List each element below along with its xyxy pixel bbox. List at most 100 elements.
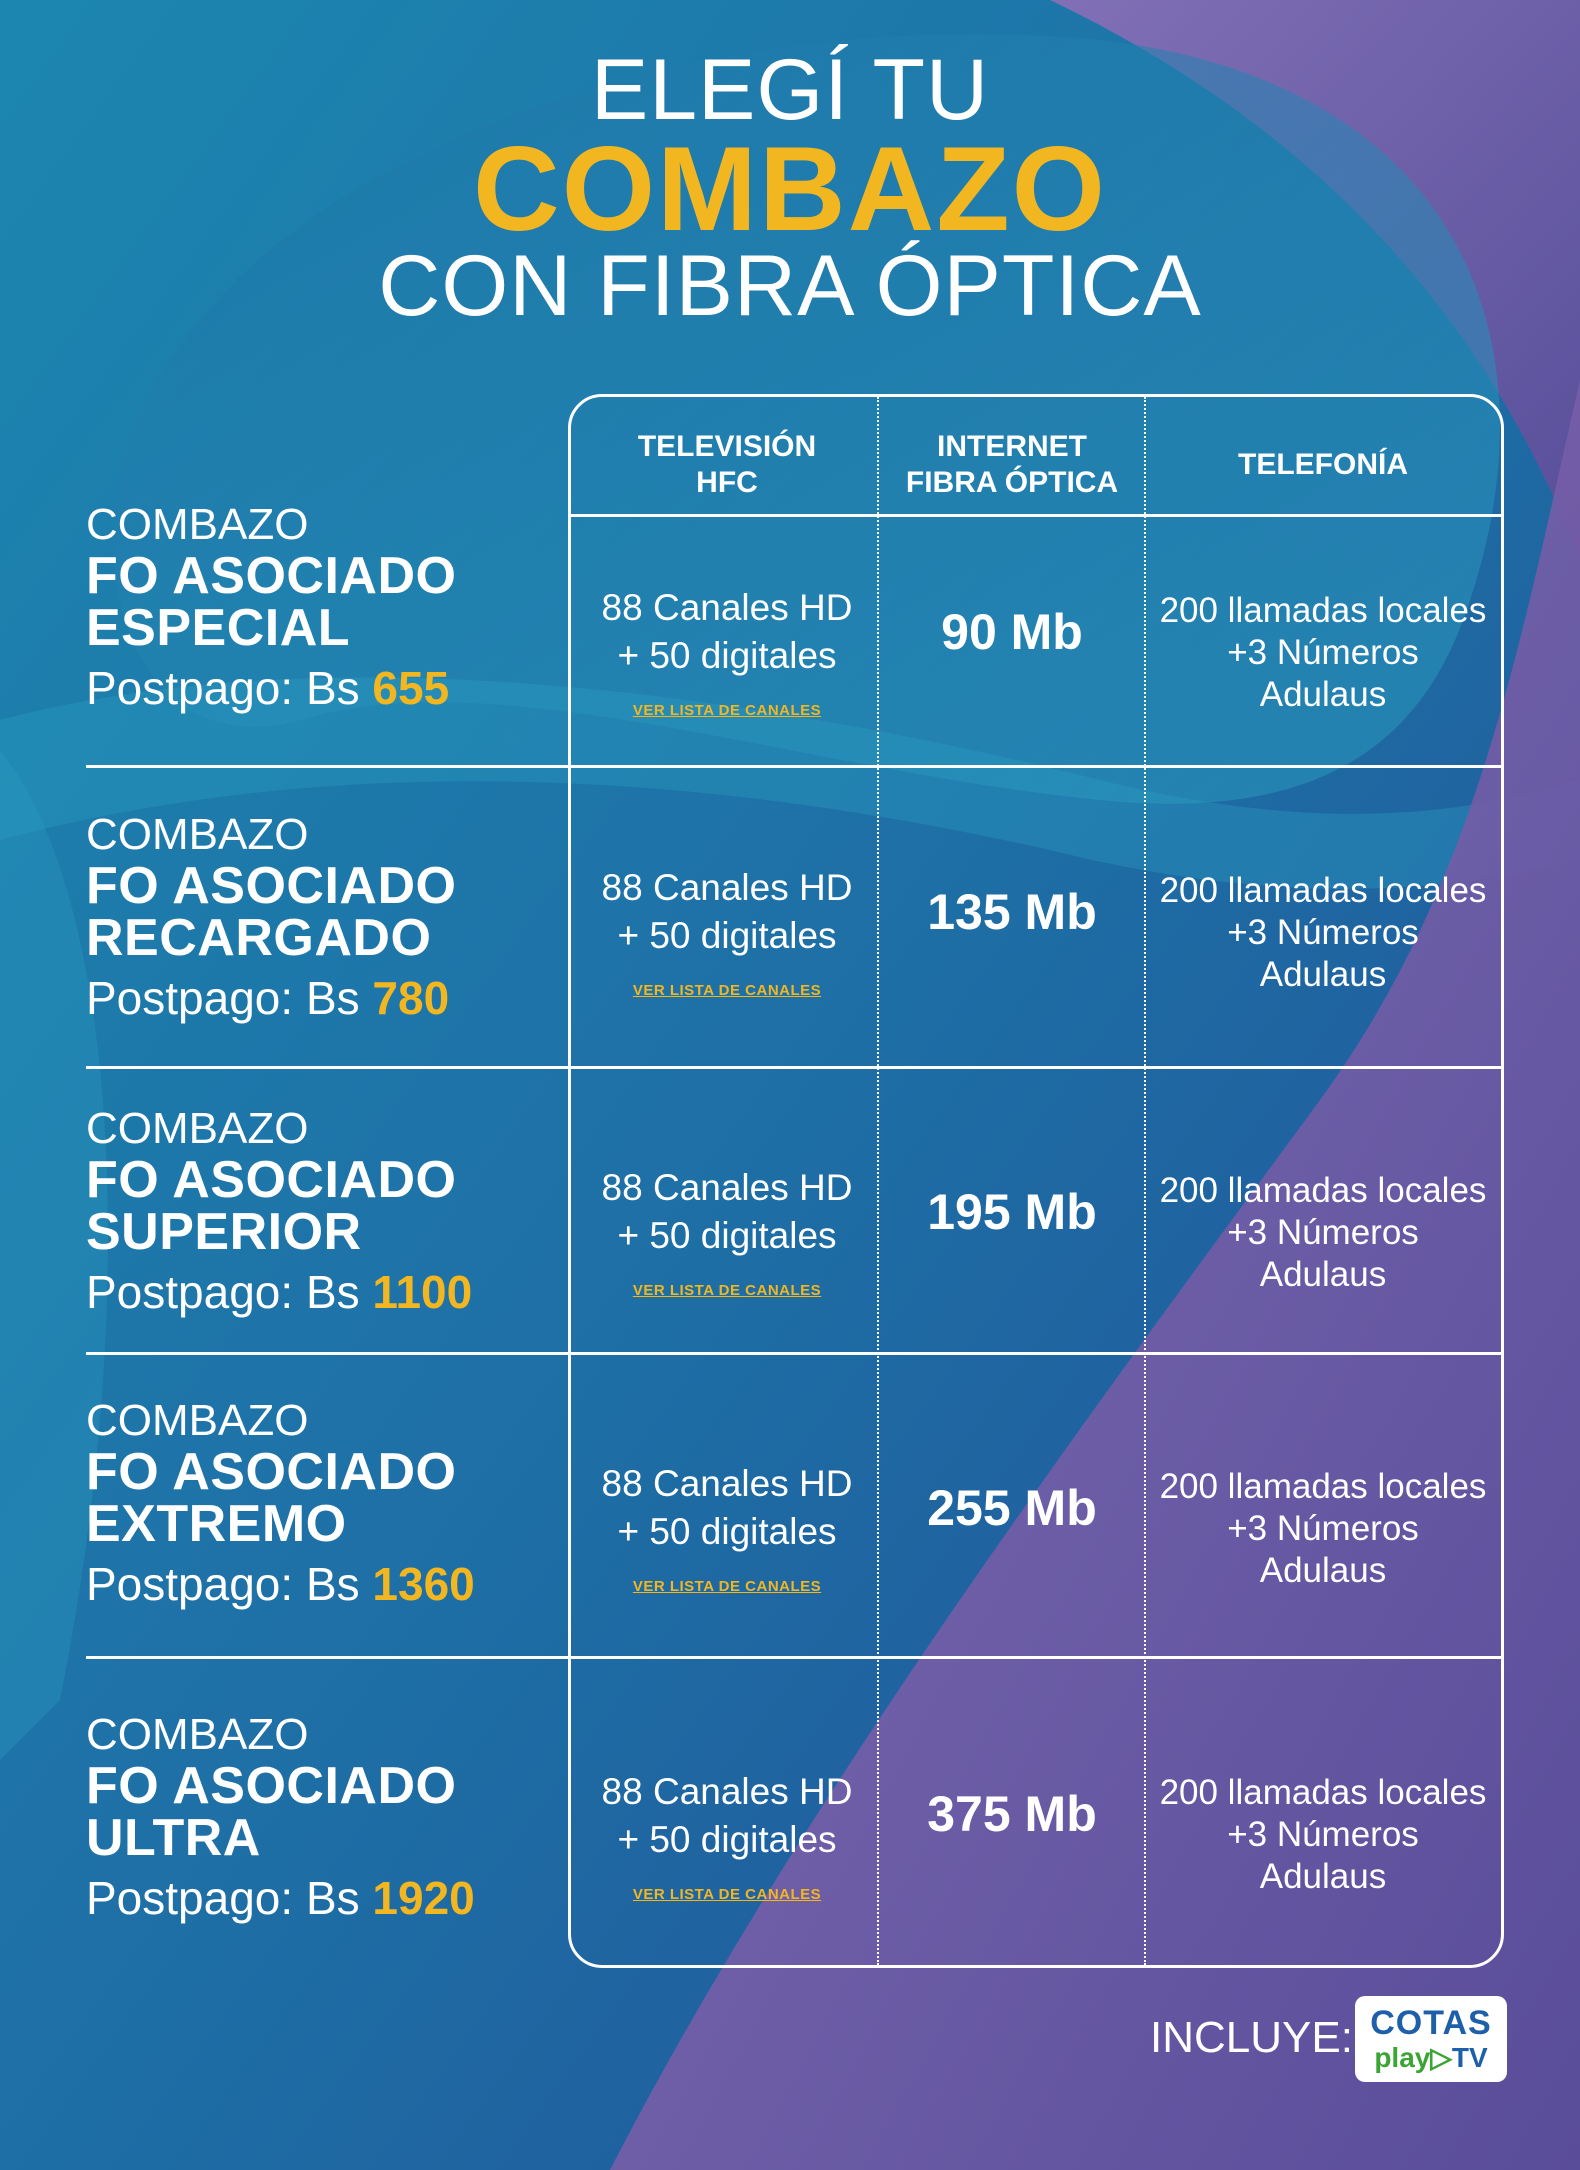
tv-channels-digital: + 50 digitales: [617, 635, 837, 676]
plan-price: Postpago: Bs 655: [86, 658, 566, 718]
phone-numbers: +3 Números: [1227, 633, 1419, 672]
plan-kicker: COMBAZO: [86, 1104, 309, 1153]
plan-name-line-2: ESPECIAL: [86, 599, 351, 657]
price-label: Postpago: Bs: [86, 1872, 360, 1924]
plan-extremo: COMBAZO FO ASOCIADO EXTREMO Postpago: Bs…: [86, 1396, 566, 1614]
plan-kicker: COMBAZO: [86, 1710, 309, 1759]
plan-name-line-2: ULTRA: [86, 1809, 261, 1867]
plan-name-line-1: FO ASOCIADO: [86, 857, 457, 915]
column-divider-1: [877, 397, 879, 1965]
phone-numbers: +3 Números: [1227, 1509, 1419, 1548]
plan-name-line-2: EXTREMO: [86, 1495, 347, 1553]
column-header-internet-line-1: INTERNET: [937, 430, 1087, 463]
plan-price: Postpago: Bs 780: [86, 968, 566, 1028]
price-value: 1920: [372, 1872, 475, 1924]
channel-list-link[interactable]: VER LISTA DE CANALES: [632, 1886, 822, 1903]
column-header-internet: INTERNET FIBRA ÓPTICA: [880, 420, 1144, 510]
phone-numbers-note: Adulaus: [1259, 1255, 1387, 1294]
plan-kicker: COMBAZO: [86, 810, 309, 859]
phone-numbers-note: Adulaus: [1259, 955, 1387, 994]
phone-numbers: +3 Números: [1227, 913, 1419, 952]
row-divider: [86, 1656, 1504, 1659]
logo-play: play: [1374, 2042, 1431, 2073]
tv-channels-hd: 88 Canales HD: [601, 1771, 853, 1812]
phone-cell: 200 llamadas locales +3 Números Adulaus: [1148, 1170, 1498, 1296]
internet-speed: 90 Mb: [941, 604, 1083, 660]
plan-price: Postpago: Bs 1920: [86, 1868, 566, 1928]
price-value: 780: [372, 972, 450, 1024]
price-value: 1100: [372, 1266, 473, 1318]
logo-subline: play▷TV: [1355, 2042, 1507, 2074]
phone-numbers-note: Adulaus: [1259, 675, 1387, 714]
tv-channels-digital: + 50 digitales: [617, 915, 837, 956]
plan-name-line-2: SUPERIOR: [86, 1203, 362, 1261]
internet-speed: 255 Mb: [927, 1480, 1097, 1536]
phone-calls: 200 llamadas locales: [1159, 871, 1487, 910]
row-divider: [86, 1066, 1504, 1069]
tv-channels-hd: 88 Canales HD: [601, 867, 853, 908]
price-label: Postpago: Bs: [86, 662, 360, 714]
phone-numbers-note: Adulaus: [1259, 1551, 1387, 1590]
channel-list-link[interactable]: VER LISTA DE CANALES: [632, 1578, 822, 1595]
tv-cell: 88 Canales HD + 50 digitales VER LISTA D…: [580, 1768, 874, 1904]
header-divider: [568, 514, 1504, 517]
logo-tv: TV: [1451, 2042, 1488, 2073]
channel-list-link[interactable]: VER LISTA DE CANALES: [632, 1282, 822, 1299]
plan-superior: COMBAZO FO ASOCIADO SUPERIOR Postpago: B…: [86, 1104, 566, 1322]
plan-recargado: COMBAZO FO ASOCIADO RECARGADO Postpago: …: [86, 810, 566, 1028]
column-header-phone-line-1: TELEFONÍA: [1238, 448, 1408, 481]
phone-cell: 200 llamadas locales +3 Números Adulaus: [1148, 1466, 1498, 1592]
price-label: Postpago: Bs: [86, 972, 360, 1024]
plan-especial: COMBAZO FO ASOCIADO ESPECIAL Postpago: B…: [86, 500, 566, 718]
channel-list-link[interactable]: VER LISTA DE CANALES: [632, 982, 822, 999]
column-header-tv: TELEVISIÓN HFC: [580, 420, 874, 510]
column-divider-2: [1144, 397, 1146, 1965]
price-value: 1360: [372, 1558, 475, 1610]
tv-cell: 88 Canales HD + 50 digitales VER LISTA D…: [580, 864, 874, 1000]
tv-cell: 88 Canales HD + 50 digitales VER LISTA D…: [580, 1460, 874, 1596]
tv-channels-hd: 88 Canales HD: [601, 1463, 853, 1504]
phone-calls: 200 llamadas locales: [1159, 591, 1487, 630]
plan-name-line-1: FO ASOCIADO: [86, 1757, 457, 1815]
phone-cell: 200 llamadas locales +3 Números Adulaus: [1148, 870, 1498, 996]
plan-ultra: COMBAZO FO ASOCIADO ULTRA Postpago: Bs 1…: [86, 1710, 566, 1928]
phone-numbers: +3 Números: [1227, 1815, 1419, 1854]
logo-wordmark: COTAS: [1370, 2004, 1492, 2042]
includes-label: INCLUYE:: [1150, 2013, 1353, 2062]
plan-name-line-1: FO ASOCIADO: [86, 547, 457, 605]
headline-line-3: CON FIBRA ÓPTICA: [378, 238, 1202, 334]
internet-speed: 375 Mb: [927, 1786, 1097, 1842]
row-divider: [86, 765, 1504, 768]
cotas-play-tv-logo: COTAS play▷TV: [1355, 1996, 1507, 2082]
price-value: 655: [372, 662, 450, 714]
row-divider: [86, 1352, 1504, 1355]
price-label: Postpago: Bs: [86, 1266, 360, 1318]
column-header-tv-line-2: HFC: [696, 466, 758, 499]
plan-name-line-1: FO ASOCIADO: [86, 1151, 457, 1209]
tv-channels-digital: + 50 digitales: [617, 1215, 837, 1256]
price-label: Postpago: Bs: [86, 1558, 360, 1610]
plan-price: Postpago: Bs 1100: [86, 1262, 566, 1322]
plans-table-frame: [568, 394, 1504, 1968]
tv-cell: 88 Canales HD + 50 digitales VER LISTA D…: [580, 584, 874, 720]
tv-channels-hd: 88 Canales HD: [601, 1167, 853, 1208]
phone-calls: 200 llamadas locales: [1159, 1467, 1487, 1506]
play-icon: ▷: [1430, 2042, 1452, 2073]
plan-kicker: COMBAZO: [86, 500, 309, 549]
tv-channels-digital: + 50 digitales: [617, 1511, 837, 1552]
phone-calls: 200 llamadas locales: [1159, 1171, 1487, 1210]
phone-cell: 200 llamadas locales +3 Números Adulaus: [1148, 590, 1498, 716]
headline-line-1: ELEGÍ TU: [590, 42, 990, 138]
plan-price: Postpago: Bs 1360: [86, 1554, 566, 1614]
tv-cell: 88 Canales HD + 50 digitales VER LISTA D…: [580, 1164, 874, 1300]
headline-combazo: COMBAZO: [473, 122, 1107, 256]
phone-numbers: +3 Números: [1227, 1213, 1419, 1252]
tv-channels-hd: 88 Canales HD: [601, 587, 853, 628]
plan-kicker: COMBAZO: [86, 1396, 309, 1445]
plan-name-line-1: FO ASOCIADO: [86, 1443, 457, 1501]
internet-speed: 135 Mb: [927, 884, 1097, 940]
channel-list-link[interactable]: VER LISTA DE CANALES: [632, 702, 822, 719]
column-header-internet-line-2: FIBRA ÓPTICA: [905, 466, 1119, 499]
